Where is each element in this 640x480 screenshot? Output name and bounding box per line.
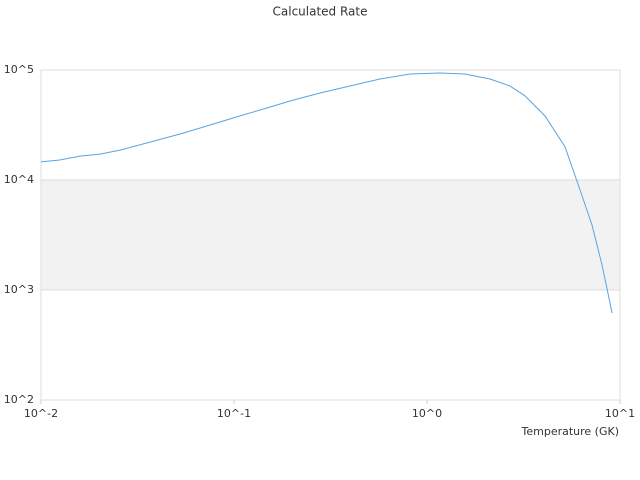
- y-tick-label: 10^2: [4, 393, 34, 406]
- y-tick-label: 10^3: [4, 283, 34, 296]
- chart-title: Calculated Rate: [273, 5, 368, 19]
- grid-band: [41, 180, 620, 290]
- y-tick-label: 10^5: [4, 63, 34, 76]
- x-tick-label: 10^-1: [217, 407, 251, 420]
- x-tick-label: 10^1: [605, 407, 635, 420]
- x-tick-label: 10^-2: [24, 407, 58, 420]
- y-tick-label: 10^4: [4, 173, 34, 186]
- data-line: [40, 72, 613, 314]
- x-axis-label: Temperature (GK): [521, 425, 620, 438]
- x-tick-label: 10^0: [412, 407, 442, 420]
- plot-frame: [40, 69, 621, 401]
